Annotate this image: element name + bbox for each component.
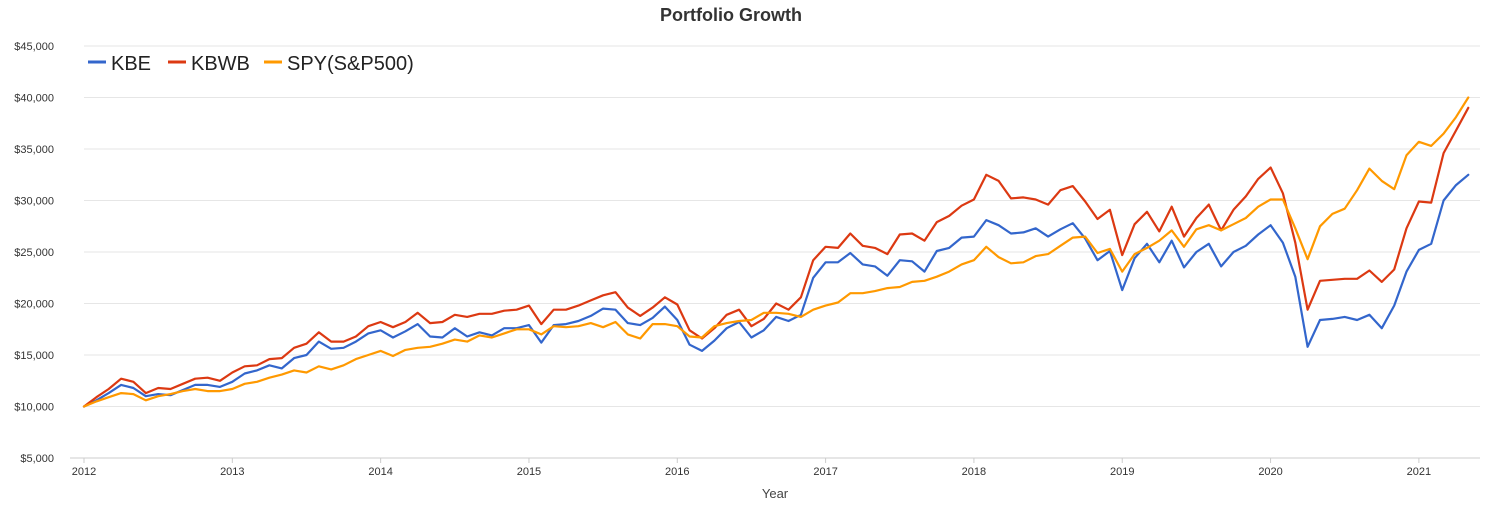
- x-tick-label: 2015: [517, 466, 541, 478]
- series-line-spy-s-p500: [82, 96, 1470, 408]
- x-tick-label: 2019: [1110, 466, 1134, 478]
- legend: KBE KBWB SPY(S&P500): [88, 53, 414, 75]
- y-tick-label: $10,000: [14, 402, 54, 414]
- y-tick-label: $40,000: [14, 93, 54, 105]
- legend-label: KBWB: [191, 53, 250, 75]
- chart-title: Portfolio Growth: [660, 5, 802, 25]
- y-tick-label: $30,000: [14, 196, 54, 208]
- x-tick-label: 2017: [813, 466, 837, 478]
- y-tick-label: $20,000: [14, 299, 54, 311]
- x-axis: 2012 2013 2014 2015 2016 2017 2018 2019 2020 2021: [70, 457, 1480, 478]
- y-tick-label: $35,000: [14, 144, 54, 156]
- x-axis-label: Year: [762, 486, 789, 501]
- x-tick-label: 2021: [1407, 466, 1431, 478]
- series-line-kbe: [82, 173, 1470, 408]
- series-lines: [82, 96, 1470, 408]
- legend-label: SPY(S&P500): [287, 53, 414, 75]
- x-tick-label: 2016: [665, 466, 689, 478]
- legend-label: KBE: [111, 53, 151, 75]
- x-tick-label: 2013: [220, 466, 244, 478]
- y-tick-label: $45,000: [14, 41, 54, 53]
- x-tick-label: 2020: [1258, 466, 1282, 478]
- y-tick-label: $5,000: [20, 453, 54, 465]
- x-tick-label: 2014: [368, 466, 392, 478]
- x-tick-label: 2012: [72, 466, 96, 478]
- y-tick-label: $15,000: [14, 350, 54, 362]
- gridlines: [84, 45, 1480, 459]
- y-tick-label: $25,000: [14, 247, 54, 259]
- y-axis: $5,000 $10,000 $15,000 $20,000 $25,000 $30,00…: [14, 41, 54, 465]
- x-tick-label: 2018: [962, 466, 986, 478]
- series-line-kbwb: [82, 106, 1470, 408]
